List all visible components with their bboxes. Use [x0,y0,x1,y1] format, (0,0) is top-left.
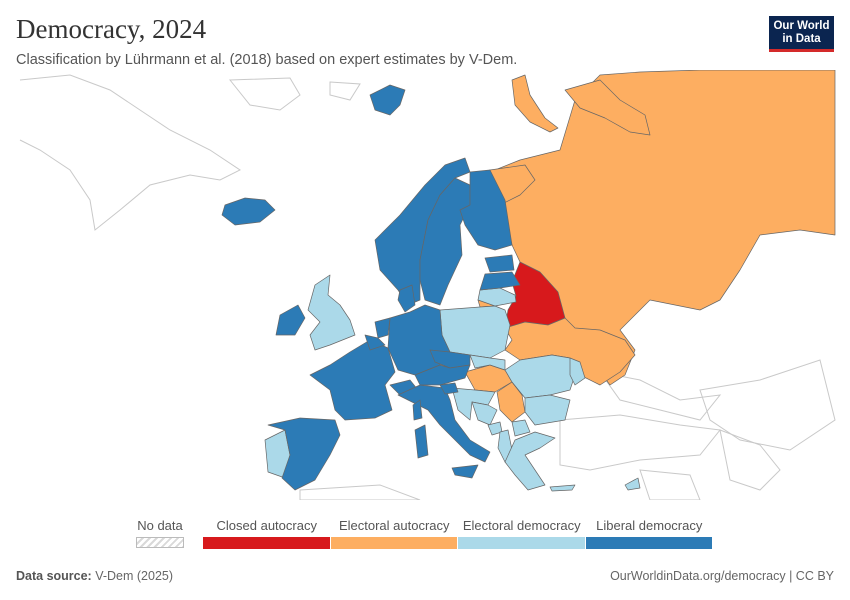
map-svg [19,70,836,500]
legend-swatch-electoral-autocracy[interactable] [330,537,458,549]
background-land-outlines [19,74,836,500]
arctic-island-outline-2 [329,81,361,101]
country-bulgaria[interactable] [524,394,571,426]
country-crete[interactable] [549,484,576,492]
legend-label-electoral-democracy: Electoral democracy [462,518,581,533]
country-sardinia[interactable] [414,424,429,459]
country-greece[interactable] [504,431,556,491]
north-africa-outline [299,484,421,500]
country-united-kingdom[interactable] [307,274,356,351]
legend-label-closed-autocracy: Closed autocracy [216,518,317,533]
data-source-label: Data source: [16,569,92,583]
data-source: Data source: V-Dem (2025) [16,569,173,583]
country-poland[interactable] [439,305,511,359]
map-area [0,70,850,500]
country-netherlands[interactable] [374,317,391,339]
arctic-island-outline [228,77,301,111]
country-cyprus[interactable] [624,477,641,491]
caucasus-outline [598,371,722,421]
country-north-macedonia[interactable] [511,419,531,437]
levant-outline [639,469,701,500]
country-finland[interactable] [459,169,513,251]
country-ukraine[interactable] [504,317,636,386]
legend-swatch-liberal-democracy[interactable] [585,537,713,549]
chart-subtitle: Classification by Lührmann et al. (2018)… [16,52,518,68]
legend-label-electoral-autocracy: Electoral autocracy [338,518,450,533]
owid-logo[interactable]: Our World in Data [769,16,834,52]
chart-title: Democracy, 2024 [16,14,207,44]
country-bosnia[interactable] [471,401,498,426]
legend-swatch-electoral-democracy[interactable] [458,537,586,549]
country-russia-siberia-north[interactable] [564,79,651,136]
greenland-outline [19,74,241,231]
country-france[interactable] [309,339,396,421]
asia-outline [699,359,836,451]
legend: No data Closed autocracy Electoral autocr… [0,515,850,555]
country-estonia[interactable] [484,254,515,273]
legend-label-liberal-democracy: Liberal democracy [596,518,703,533]
country-sweden[interactable] [419,177,471,306]
country-svalbard[interactable] [369,84,406,116]
country-novaya-zemlya[interactable] [511,74,559,133]
legend-no-data-label: No data [137,518,183,533]
logo-line-2: in Data [782,33,821,45]
country-sicily[interactable] [451,464,479,479]
footer-link[interactable]: OurWorldinData.org/democracy | CC BY [610,569,834,583]
country-shapes [221,70,836,492]
country-spain[interactable] [267,417,341,491]
country-iceland[interactable] [221,197,276,226]
country-moldova[interactable] [569,357,586,386]
middle-east-outline [719,429,781,491]
turkey-outline [559,414,721,471]
data-source-value[interactable]: V-Dem (2025) [95,569,174,583]
country-latvia[interactable] [479,271,521,291]
country-ireland[interactable] [275,304,306,336]
legend-swatch-closed-autocracy[interactable] [203,537,331,549]
country-corsica[interactable] [412,399,423,421]
country-belgium[interactable] [364,334,386,351]
country-slovenia[interactable] [439,382,459,395]
country-austria[interactable] [414,364,471,386]
legend-no-data-swatch[interactable] [136,537,184,548]
country-romania[interactable] [504,354,576,399]
country-denmark[interactable] [397,284,416,313]
logo-line-1: Our World [773,20,830,32]
